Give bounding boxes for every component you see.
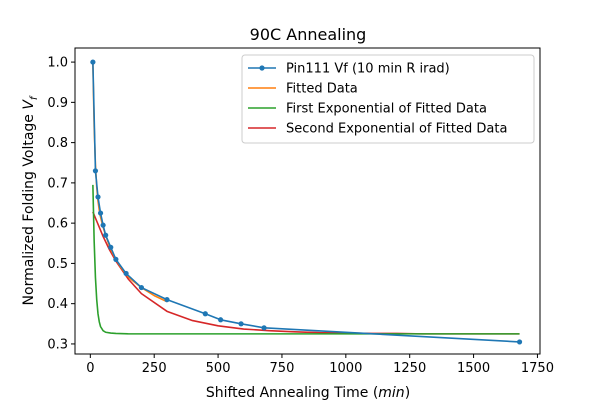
y-axis-label-text: Normalized Folding Voltage [21, 110, 37, 306]
legend-label-first-exponential-of-fitted-data: First Exponential of Fitted Data [286, 102, 487, 117]
legend: Pin111 Vf (10 min R irad) Fitted Data Firs… [241, 54, 535, 144]
x-axis-label-text: Shifted Annealing Time ( [206, 385, 378, 400]
data-point [97, 210, 104, 216]
data-point [90, 59, 96, 65]
x-tick-label: 0 [86, 361, 94, 376]
x-tick-label: 750 [270, 361, 295, 376]
data-point [103, 232, 109, 238]
legend-items: Pin111 Vf (10 min R irad) Fitted Data Firs… [248, 62, 507, 137]
x-tick-label: 1500 [457, 361, 490, 376]
y-tick-label: 0.7 [47, 176, 68, 191]
x-axis-label-suffix: ) [405, 385, 410, 400]
data-point [123, 270, 129, 277]
data-point [164, 297, 170, 303]
x-tick-label: 250 [142, 361, 167, 376]
data-point [261, 325, 267, 331]
data-point [202, 311, 208, 317]
y-tick-label: 1.0 [47, 56, 68, 71]
series-line-first-exponential-of-fitted-data [92, 184, 520, 335]
data-point [516, 339, 523, 345]
data-point [100, 222, 106, 228]
x-tick-label: 1000 [329, 361, 362, 376]
data-point [108, 244, 114, 250]
legend-box [241, 54, 535, 144]
y-tick-label: 0.8 [47, 136, 68, 151]
y-axis-label-symbol: V [21, 99, 37, 110]
data-point [218, 317, 224, 323]
series-line-pin111-vf-10-min-r-irad [92, 62, 520, 343]
chart-title: 90C Annealing [250, 25, 367, 44]
data-point [95, 194, 101, 200]
x-axis: 0 250 500 750 1000 1250 1500 1750 [86, 354, 554, 376]
legend-label-fitted-data: Fitted Data [286, 82, 358, 97]
legend-marker [259, 65, 265, 71]
x-axis-label: Shifted Annealing Time (min) [206, 385, 410, 400]
plot-markers [90, 59, 523, 345]
x-tick-label: 1750 [521, 361, 554, 376]
y-axis-label: Normalized Folding Voltage Vf [21, 95, 40, 305]
plot-lines [92, 62, 520, 343]
x-axis-label-unit: min [378, 385, 404, 400]
data-point [92, 168, 99, 174]
y-tick-label: 0.6 [47, 217, 68, 232]
y-axis-label-subscript: f [29, 95, 40, 100]
x-tick-label: 500 [206, 361, 231, 376]
y-tick-label: 0.4 [47, 297, 68, 312]
data-point [238, 321, 244, 327]
data-point [113, 256, 119, 262]
data-point [138, 284, 145, 291]
legend-label-second-exponential-of-fitted-data: Second Exponential of Fitted Data [286, 122, 507, 137]
y-tick-label: 0.9 [47, 96, 68, 111]
y-tick-label: 0.5 [47, 257, 68, 272]
y-axis: 0.3 0.4 0.5 0.6 0.7 0.8 0.9 1.0 [47, 56, 75, 352]
plot-frame [74, 47, 541, 355]
x-tick-label: 1250 [393, 361, 426, 376]
legend-label-pin111-vf-10-min-r-irad: Pin111 Vf (10 min R irad) [286, 62, 450, 77]
y-tick-label: 0.3 [47, 337, 68, 352]
